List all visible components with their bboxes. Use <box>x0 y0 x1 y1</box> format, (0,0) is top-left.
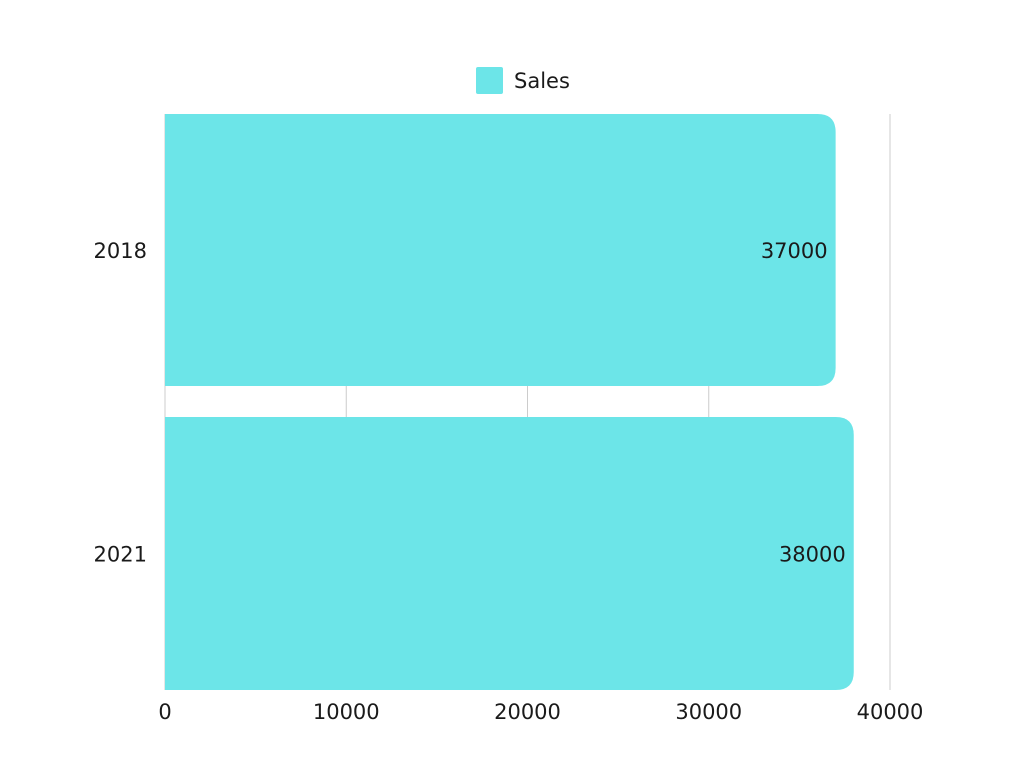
tick-label-10000: 10000 <box>313 700 380 724</box>
tick-label-0: 0 <box>158 700 171 724</box>
bars <box>165 114 854 690</box>
legend: Sales <box>476 67 570 94</box>
value-label-2018: 37000 <box>761 239 828 263</box>
labels: 37000 2018 38000 2021 0 10000 20000 30000 40000 <box>94 239 924 724</box>
value-label-2021: 38000 <box>779 543 846 567</box>
category-label-2021: 2021 <box>94 543 147 567</box>
category-label-2018: 2018 <box>94 239 147 263</box>
tick-label-40000: 40000 <box>857 700 924 724</box>
bar-2018 <box>165 114 836 386</box>
bar-2021 <box>165 417 854 690</box>
tick-label-30000: 30000 <box>675 700 742 724</box>
legend-swatch-sales <box>476 67 503 94</box>
legend-label-sales: Sales <box>514 69 570 93</box>
tick-label-20000: 20000 <box>494 700 561 724</box>
